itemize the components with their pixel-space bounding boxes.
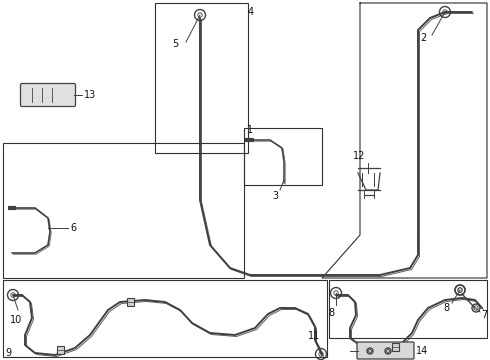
Text: 14: 14	[416, 346, 428, 356]
Text: 2: 2	[420, 33, 426, 43]
Text: 3: 3	[272, 191, 278, 201]
Bar	[3, 280, 327, 357]
Bar	[329, 280, 487, 338]
FancyBboxPatch shape	[21, 84, 75, 107]
Text: 6: 6	[70, 223, 76, 233]
Text: 5: 5	[172, 39, 178, 49]
Text: 8: 8	[328, 308, 334, 318]
Text: 12: 12	[353, 151, 366, 161]
Bar	[126, 298, 133, 306]
Bar	[392, 343, 398, 351]
Bar	[155, 3, 248, 153]
Text: 13: 13	[84, 90, 96, 100]
FancyBboxPatch shape	[357, 342, 414, 359]
Text: 1: 1	[247, 125, 253, 135]
Bar	[244, 128, 322, 185]
Text: 10: 10	[10, 315, 22, 325]
Bar	[3, 143, 244, 278]
Text: 4: 4	[248, 7, 254, 17]
Bar	[56, 346, 64, 354]
Text: 8: 8	[443, 303, 449, 313]
Text: 11: 11	[308, 331, 320, 341]
Text: 9: 9	[5, 348, 11, 358]
Text: 7: 7	[481, 310, 487, 320]
